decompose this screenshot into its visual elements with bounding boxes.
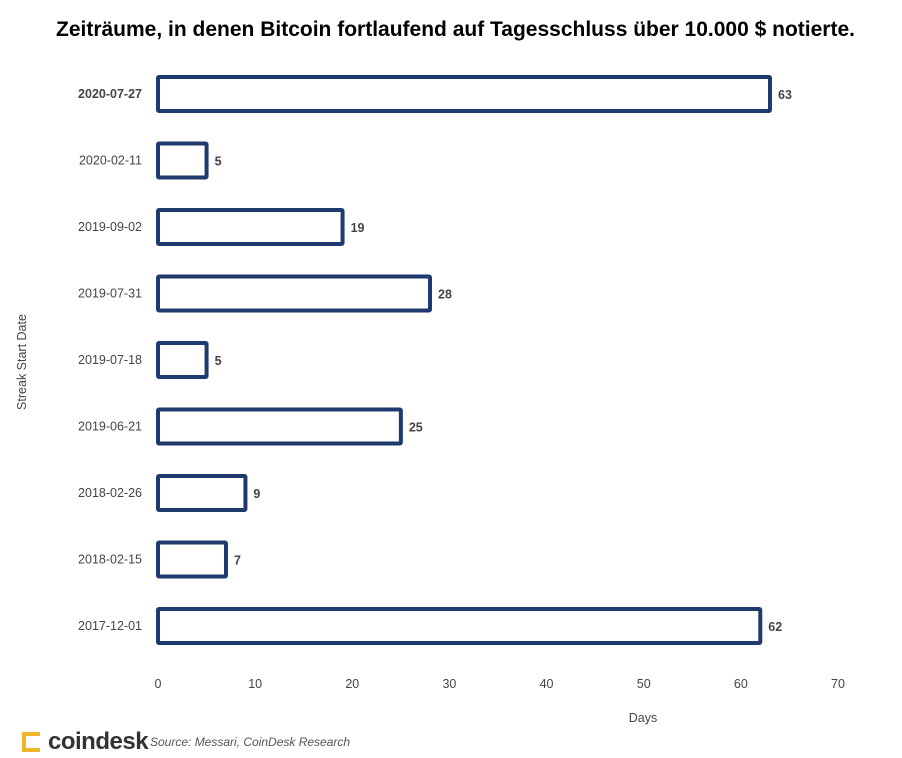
y-tick-label: 2018-02-26 [78,486,142,500]
source-note: Source: Messari, CoinDesk Research [150,735,351,749]
bar [156,540,228,579]
chart-title: Zeiträume, in denen Bitcoin fortlaufend … [56,18,855,41]
x-tick-label: 20 [345,677,359,691]
x-axis-label: Days [629,711,657,725]
x-tick-label: 10 [248,677,262,691]
data-label: 63 [778,88,792,102]
bar [156,474,248,512]
data-label: 5 [215,155,222,169]
bar [156,274,432,313]
y-tick-label: 2019-09-02 [78,220,142,234]
y-tick-label: 2020-07-27 [78,87,142,101]
x-tick-label: 60 [734,677,748,691]
coindesk-brand: coindesk [48,728,149,755]
coindesk-logo-icon [22,732,40,752]
data-label: 7 [234,554,241,568]
data-label: 5 [215,354,222,368]
x-tick-label: 0 [155,677,162,691]
x-tick-label: 70 [831,677,845,691]
data-label: 62 [768,620,782,634]
y-tick-label: 2017-12-01 [78,619,142,633]
data-label: 28 [438,288,452,302]
y-tick-label: 2020-02-11 [79,154,142,168]
y-tick-label: 2019-07-18 [78,353,142,367]
bar [156,407,403,446]
bar [156,75,772,113]
y-tick-label: 2018-02-15 [78,553,142,567]
y-axis-label: Streak Start Date [15,314,29,410]
data-label: 19 [351,221,365,235]
bar [156,607,763,645]
y-tick-label: 2019-06-21 [78,420,142,434]
data-label: 9 [253,487,260,501]
y-tick-label: 2019-07-31 [78,287,142,301]
x-tick-label: 50 [637,677,651,691]
bar [156,208,345,246]
x-tick-label: 30 [442,677,456,691]
bar [156,141,209,180]
coindesk-logo: coindesk [20,728,149,756]
data-label: 25 [409,421,423,435]
bar [156,341,209,379]
x-tick-label: 40 [540,677,554,691]
